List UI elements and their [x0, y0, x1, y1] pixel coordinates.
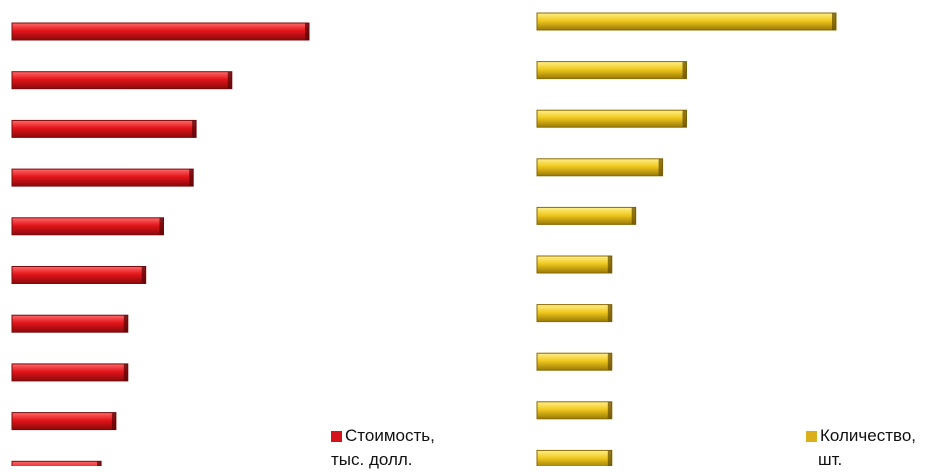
legend-quantity-row: Количество,	[806, 424, 916, 448]
bar-quantity-6	[536, 255, 613, 274]
bar-quantity-7	[536, 304, 613, 323]
bar-quantity-3	[536, 109, 687, 128]
bar-cost-5	[11, 217, 164, 236]
bar-cost-8	[11, 363, 129, 382]
legend-cost-label-line1: Стоимость,	[345, 426, 435, 445]
legend-cost-label-line2: тыс. долл.	[331, 450, 413, 469]
bar-quantity-1	[536, 12, 837, 31]
legend-cost: Стоимость, тыс. долл.	[331, 424, 435, 472]
legend-cost-row: Стоимость,	[331, 424, 435, 448]
bar-cost-6	[11, 266, 147, 284]
bar-cost-4	[11, 168, 194, 187]
legend-quantity-swatch	[806, 430, 817, 442]
bar-cost-10	[11, 460, 102, 466]
bar-quantity-2	[536, 61, 687, 80]
bar-quantity-9	[536, 401, 613, 420]
bar-cost-2	[11, 71, 233, 90]
bar-quantity-5	[536, 206, 637, 225]
legend-quantity-label-line2: шт.	[818, 450, 843, 469]
legend-cost-swatch	[331, 430, 342, 442]
bar-cost-3	[11, 119, 197, 138]
bar-quantity-8	[536, 352, 613, 371]
legend-quantity-label-line1: Количество,	[820, 426, 917, 445]
bar-cost-1	[11, 22, 310, 41]
bar-cost-9	[11, 412, 117, 431]
bar-cost-7	[11, 314, 129, 333]
legend-quantity: Количество, шт.	[806, 424, 916, 472]
bar-quantity-4	[536, 158, 664, 177]
bar-quantity-10	[536, 449, 613, 466]
